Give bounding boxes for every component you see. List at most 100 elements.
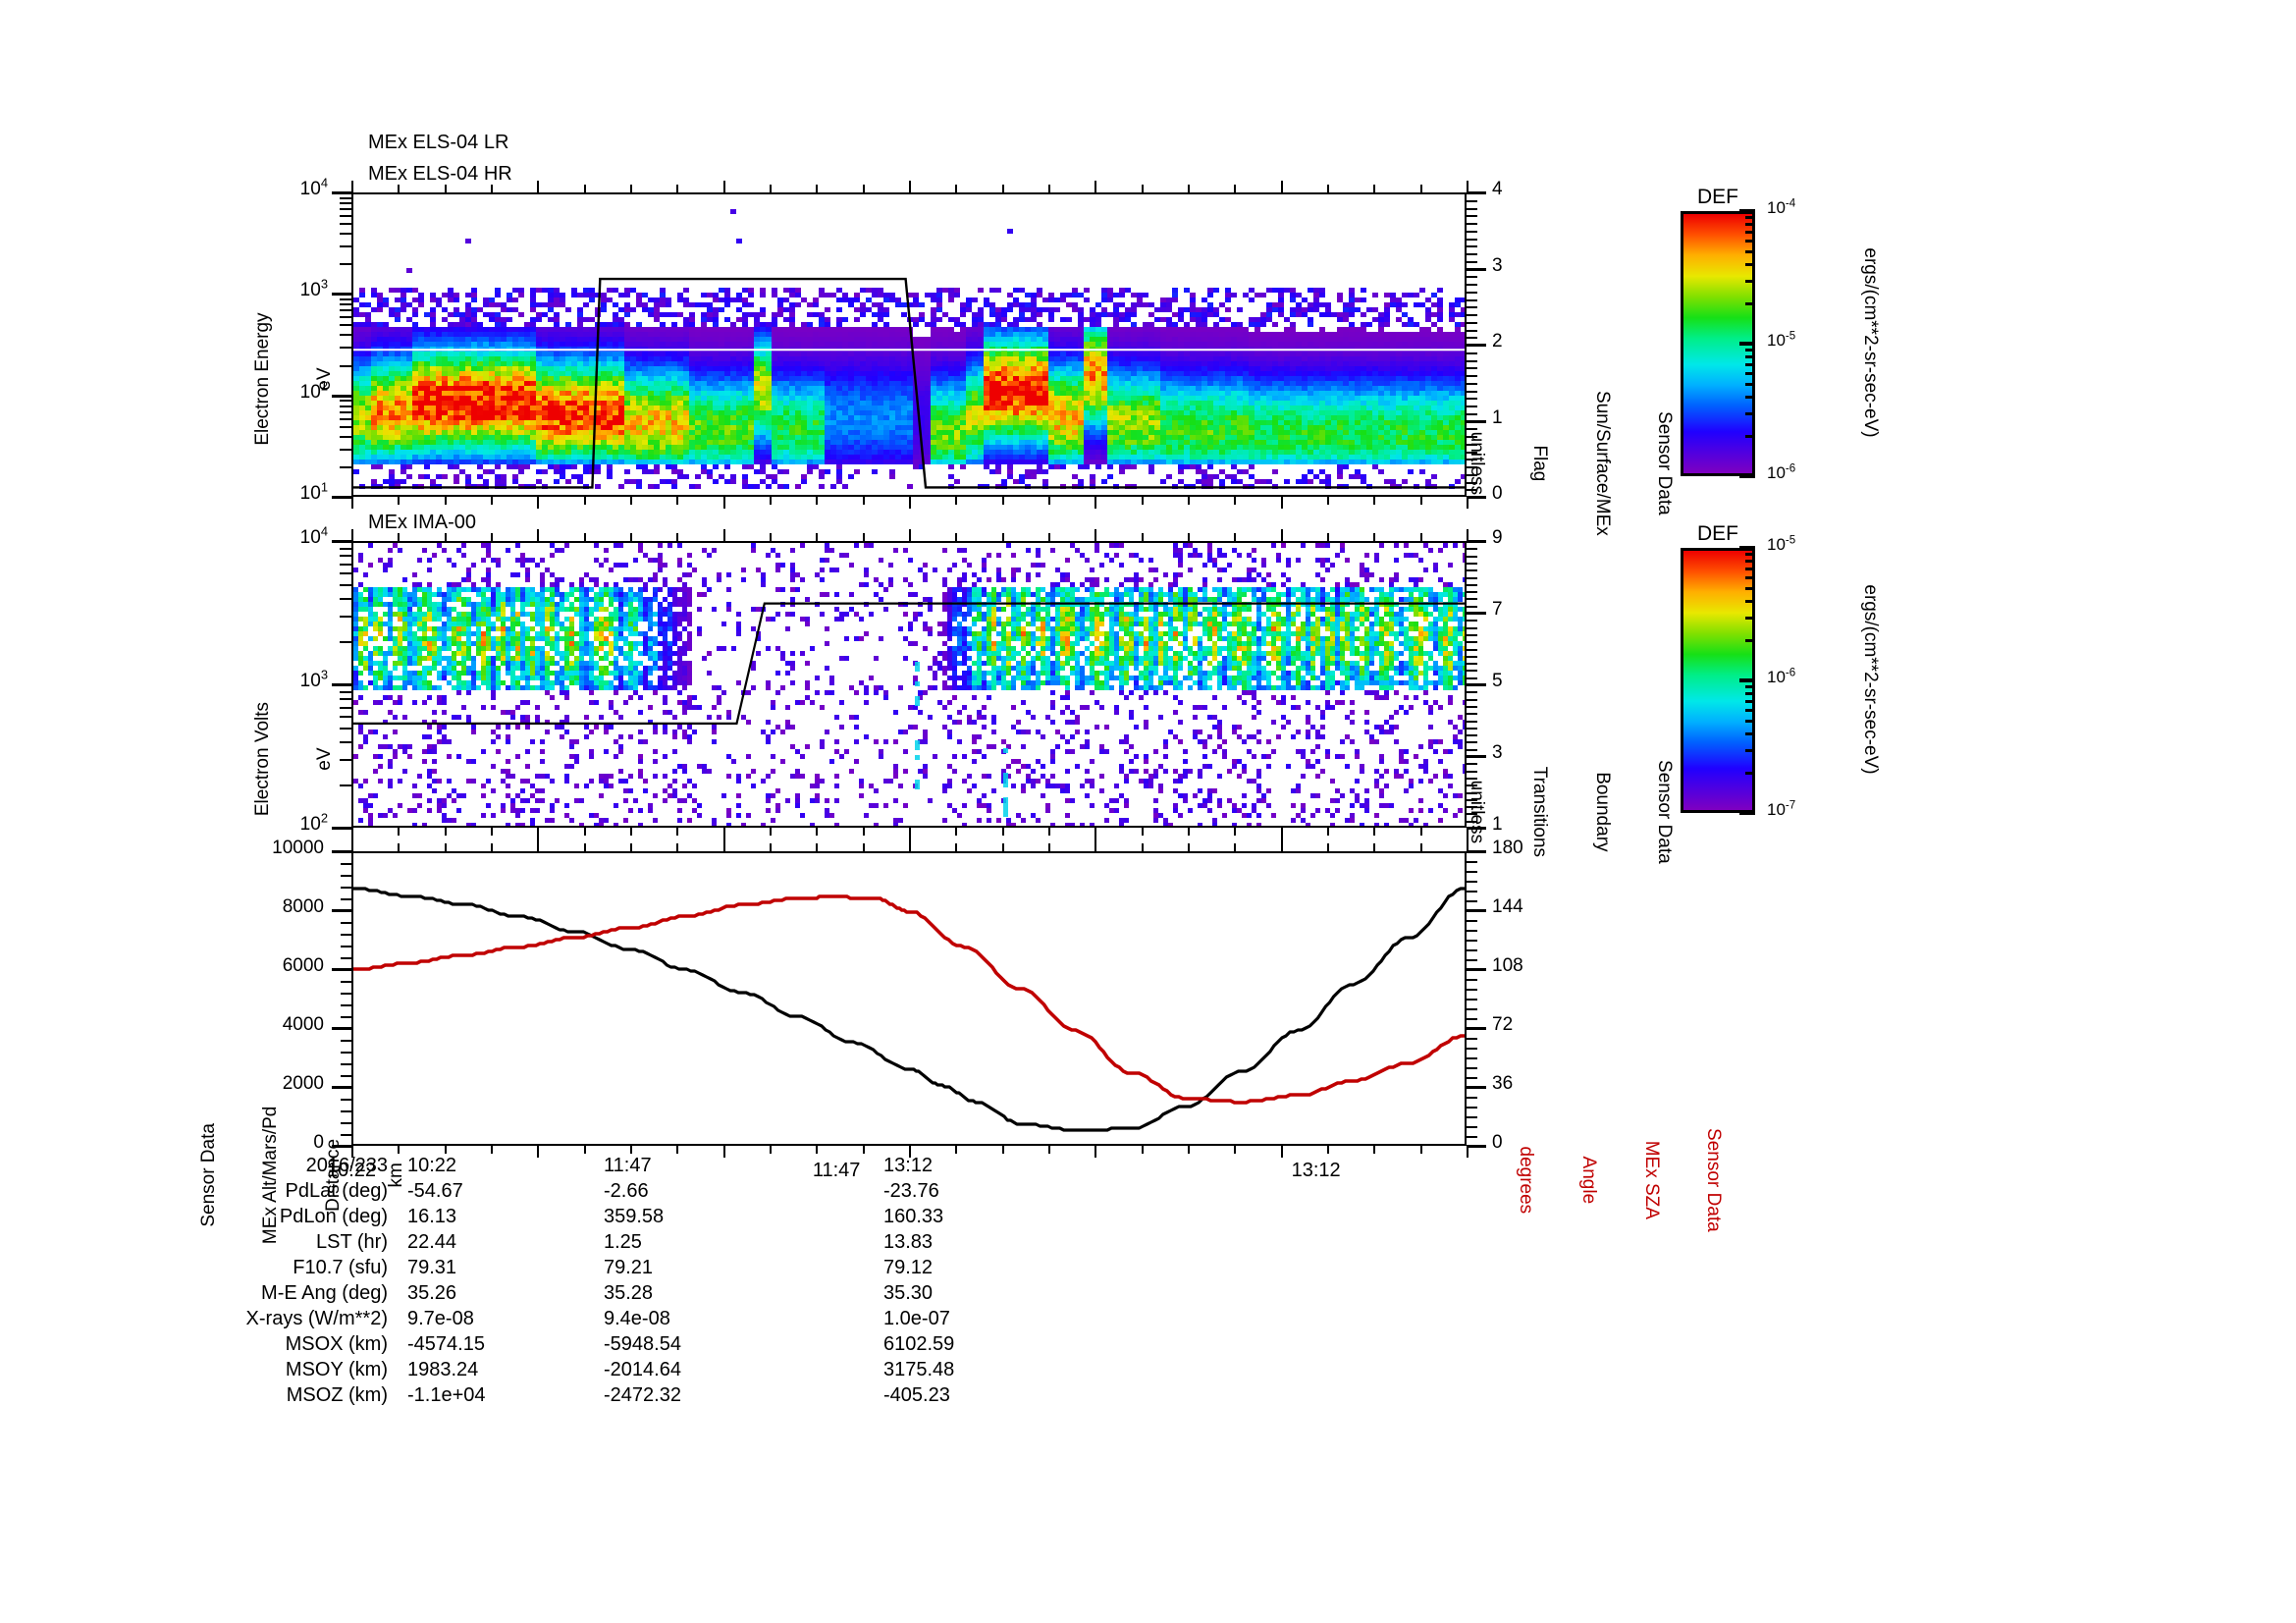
- colorbar-minor-tick: [1745, 568, 1755, 570]
- x-axis-tick: [770, 1146, 772, 1154]
- panel-top-tick: [1002, 533, 1004, 541]
- axis-minor-tick: [341, 1075, 351, 1077]
- panel-top-tick: [1048, 533, 1050, 541]
- colorbar-minor-tick: [1745, 412, 1755, 415]
- parameter-value-col1: 35.26: [407, 1282, 604, 1308]
- axis-minor-tick: [340, 263, 351, 265]
- axis-minor-tick: [340, 202, 351, 204]
- colorbar-minor-tick: [1745, 600, 1755, 603]
- panel-bottom-tick: [909, 828, 911, 839]
- x-axis-tick: [1142, 1146, 1144, 1154]
- axis-minor-tick: [340, 598, 351, 600]
- parameter-value-col1: -1.1e+04: [407, 1384, 604, 1410]
- panel-top-tick: [351, 181, 353, 192]
- panel-top-tick: [584, 843, 586, 851]
- axis-minor-tick: [1467, 613, 1477, 615]
- axis-minor-tick: [1467, 200, 1477, 202]
- table-row: LST (hr) 22.44 1.25 13.83: [211, 1231, 1109, 1257]
- panel-top-tick: [491, 533, 493, 541]
- axis-minor-tick: [1467, 900, 1477, 902]
- panel-top-tick: [955, 533, 957, 541]
- axis-tick-label: 10000: [234, 838, 324, 859]
- axis-minor-tick: [1467, 591, 1477, 593]
- panel-bottom-tick: [1188, 497, 1190, 505]
- panel-top-tick: [1467, 181, 1468, 192]
- parameter-label: PdLat (deg): [211, 1180, 407, 1206]
- panel-top-tick: [863, 185, 865, 192]
- colorbar-major-tick: [1739, 209, 1755, 213]
- axis-minor-tick: [1467, 584, 1477, 586]
- axis-tick-label: 2000: [234, 1073, 324, 1095]
- panel-top-tick: [1327, 843, 1329, 851]
- panel-bottom-tick: [491, 828, 493, 836]
- panel-bottom-tick: [398, 828, 400, 836]
- parameter-label: MSOX (km): [211, 1333, 407, 1359]
- axis-minor-tick: [341, 863, 351, 865]
- axis-tick-label: 103: [285, 280, 328, 301]
- axis-minor-tick: [340, 400, 351, 402]
- x-axis-tick: [1234, 1146, 1236, 1154]
- parameter-value-col3: 79.12: [883, 1257, 1109, 1282]
- panel1-right-axis-label: Sensor Data Sun/Surface/MEx Flag unitles…: [1443, 275, 1698, 651]
- axis-minor-tick: [340, 309, 351, 311]
- table-row: M-E Ang (deg) 35.26 35.28 35.30: [211, 1282, 1109, 1308]
- panel-bottom-tick: [863, 497, 865, 505]
- x-axis-tick: [445, 1146, 447, 1154]
- parameter-value-col1: 79.31: [407, 1257, 604, 1282]
- axis-minor-tick: [341, 1122, 351, 1124]
- panel-bottom-tick: [537, 828, 539, 839]
- axis-minor-tick: [1467, 851, 1477, 853]
- axis-minor-tick: [340, 215, 351, 217]
- panel3-right-axis-label: Sensor Data MEx SZA Angle degrees: [1492, 992, 1747, 1368]
- panel-top-tick: [1095, 181, 1096, 192]
- panel-top-tick: [816, 843, 818, 851]
- panel3-right-axis-line-0: Sensor Data: [1703, 1052, 1724, 1307]
- axis-minor-tick: [1467, 940, 1477, 942]
- axis-minor-tick: [340, 572, 351, 574]
- panel-bottom-tick: [1234, 828, 1236, 836]
- panel-bottom-tick: [816, 828, 818, 836]
- table-row: PdLon (deg) 16.13 359.58 160.33: [211, 1206, 1109, 1231]
- axis-minor-tick: [341, 969, 351, 971]
- panel-bottom-tick: [351, 497, 353, 509]
- panel-top-tick: [1327, 533, 1329, 541]
- parameter-label: F10.7 (sfu): [211, 1257, 407, 1282]
- panel2-colorbar-unit: ergs/(cm**2-sr-sec-eV): [1859, 517, 1881, 841]
- axis-minor-tick: [340, 418, 351, 420]
- panel-bottom-tick: [584, 497, 586, 505]
- axis-minor-tick: [341, 851, 351, 853]
- colorbar-minor-tick: [1745, 700, 1755, 703]
- axis-minor-tick: [340, 411, 351, 413]
- axis-minor-tick: [340, 784, 351, 786]
- axis-minor-tick: [1467, 930, 1477, 932]
- parameter-value-col1: 22.44: [407, 1231, 604, 1257]
- axis-major-tick: [332, 540, 351, 543]
- panel-top-tick: [398, 533, 400, 541]
- table-row: MSOZ (km) -1.1e+04 -2472.32 -405.23: [211, 1384, 1109, 1410]
- axis-minor-tick: [340, 716, 351, 718]
- axis-minor-tick: [1467, 891, 1477, 893]
- panel-bottom-tick: [445, 828, 447, 836]
- axis-minor-tick: [341, 993, 351, 995]
- axis-tick-label: 101: [285, 483, 328, 505]
- parameter-table-body: 2016/233 10:22 11:47 13:12 PdLat (deg) -54.67…: [211, 1155, 1109, 1410]
- panel-top-tick: [630, 185, 632, 192]
- parameter-table: 2016/233 10:22 11:47 13:12 PdLat (deg) -54.67…: [211, 1155, 1109, 1410]
- colorbar-minor-tick: [1745, 685, 1755, 688]
- colorbar-minor-tick: [1745, 302, 1755, 305]
- panel1-colorbar-unit: ergs/(cm**2-sr-sec-eV): [1859, 181, 1881, 505]
- panel2-right-axis-label: Sensor Data Boundary Transitions unitles…: [1443, 623, 1698, 1000]
- table-row: PdLat (deg) -54.67 -2.66 -23.76: [211, 1180, 1109, 1206]
- panel-bottom-tick: [1142, 497, 1144, 505]
- axis-minor-tick: [1467, 920, 1477, 922]
- panel1-plot-area: [351, 192, 1467, 497]
- axis-minor-tick: [1467, 989, 1477, 991]
- colorbar-minor-tick: [1745, 372, 1755, 375]
- panel-top-tick: [445, 533, 447, 541]
- axis-minor-tick: [340, 324, 351, 326]
- axis-minor-tick: [340, 759, 351, 761]
- parameter-value-col2: -2472.32: [604, 1384, 883, 1410]
- colorbar-minor-tick: [1745, 560, 1755, 563]
- colorbar-minor-tick: [1745, 280, 1755, 283]
- panel-bottom-tick: [537, 497, 539, 509]
